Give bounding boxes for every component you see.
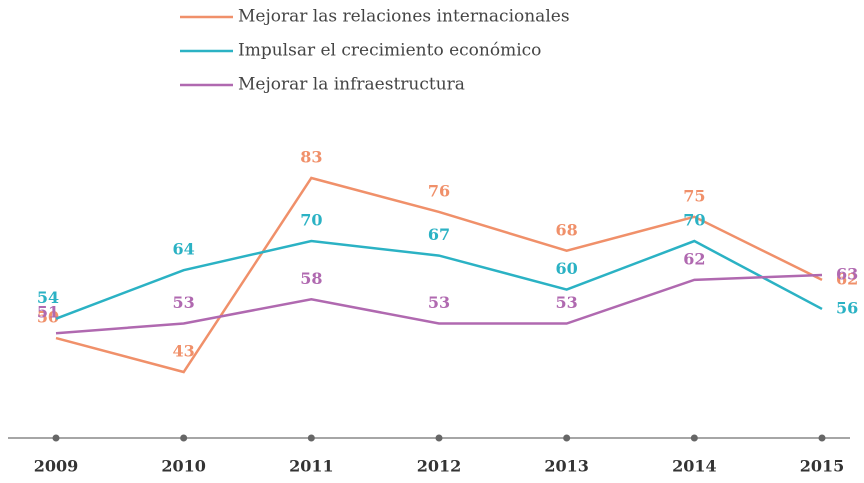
x-tick <box>690 434 698 442</box>
data-label: 56 <box>836 298 858 317</box>
data-label: 70 <box>683 211 705 230</box>
legend-label: Mejorar las relaciones internacionales <box>238 7 570 27</box>
data-label: 67 <box>428 225 450 244</box>
x-tick-label: 2009 <box>34 457 79 476</box>
x-tick <box>435 434 443 442</box>
x-tick-label: 2013 <box>544 457 589 476</box>
data-label: 83 <box>300 148 322 167</box>
data-label: 76 <box>428 181 450 200</box>
x-tick-label: 2014 <box>672 457 717 476</box>
series-line <box>55 273 823 335</box>
x-tick-label: 2015 <box>800 457 845 476</box>
x-tick-label: 2011 <box>289 457 334 476</box>
data-label: 63 <box>836 265 858 284</box>
x-tick <box>180 434 188 442</box>
data-label: 53 <box>428 293 450 312</box>
data-label: 53 <box>556 293 578 312</box>
legend-label: Mejorar la infraestructura <box>238 75 465 95</box>
data-label: 51 <box>37 303 59 322</box>
data-label: 54 <box>37 288 59 307</box>
data-label: 43 <box>173 342 195 361</box>
data-label: 70 <box>300 211 322 230</box>
legend-label: Impulsar el crecimiento económico <box>238 41 541 61</box>
data-label: 58 <box>300 269 322 288</box>
data-label: 62 <box>683 249 705 268</box>
data-label: 62 <box>836 269 858 288</box>
x-tick-label: 2010 <box>161 457 206 476</box>
data-label: 53 <box>173 293 195 312</box>
data-label: 60 <box>556 259 578 278</box>
x-tick <box>307 434 315 442</box>
data-label: 68 <box>556 220 578 239</box>
data-label: 50 <box>37 308 59 327</box>
series-line <box>55 239 823 320</box>
data-label: 64 <box>173 240 195 259</box>
x-tick-label: 2012 <box>417 457 462 476</box>
data-label: 75 <box>683 186 705 205</box>
x-tick <box>563 434 571 442</box>
series-line <box>55 176 823 374</box>
x-tick <box>818 434 826 442</box>
x-tick <box>52 434 60 442</box>
